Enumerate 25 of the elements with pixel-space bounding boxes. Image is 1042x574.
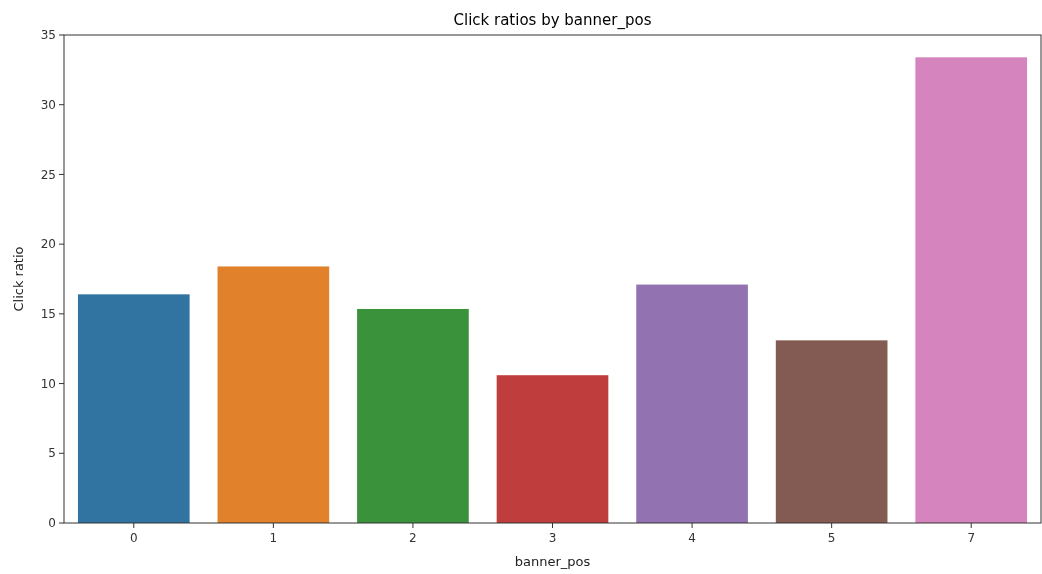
x-tick-label: 1 <box>269 531 278 545</box>
y-tick-label: 30 <box>40 97 56 112</box>
bar <box>217 266 330 523</box>
bar <box>496 375 609 523</box>
y-tick-label: 15 <box>40 307 56 322</box>
y-tick-label: 25 <box>40 167 56 182</box>
x-tick-label: 3 <box>548 531 557 545</box>
bar <box>636 284 748 523</box>
y-axis-title: Click ratio <box>11 246 26 312</box>
y-tick-label: 0 <box>48 516 56 531</box>
y-tick-label: 20 <box>40 237 56 252</box>
y-tick-label: 5 <box>48 446 56 461</box>
x-tick-label: 7 <box>967 531 976 545</box>
x-tick-label: 2 <box>409 531 417 545</box>
x-axis-title: banner_pos <box>514 554 591 569</box>
x-tick-label: 5 <box>827 531 836 545</box>
bar <box>77 294 190 523</box>
x-tick-label: 4 <box>688 531 696 545</box>
y-tick-label: 35 <box>40 28 56 43</box>
x-tick-label: 0 <box>129 531 138 545</box>
bar <box>357 308 469 523</box>
chart-title: Click ratios by banner_pos <box>453 11 652 30</box>
y-tick-label: 10 <box>40 376 56 391</box>
bar <box>775 340 888 523</box>
bar <box>915 57 1028 523</box>
